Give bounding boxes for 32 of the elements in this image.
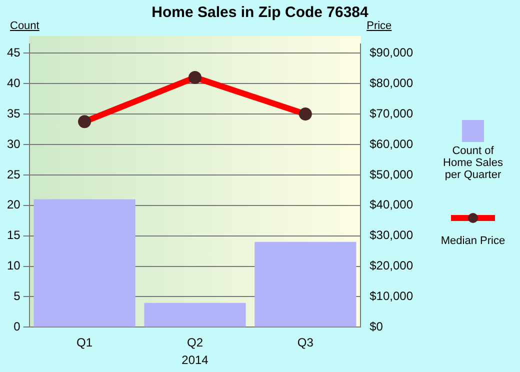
y2-tick-label: $50,000 xyxy=(370,167,414,182)
y2-tick-label: $20,000 xyxy=(370,258,414,273)
x-tick-label: Q2 xyxy=(186,336,204,350)
legend-label: Count of Home Sales per Quarter xyxy=(442,145,504,181)
chart-title: Home Sales in Zip Code 76384 xyxy=(150,4,370,21)
y2-tick-label: $70,000 xyxy=(370,106,414,120)
y-tick-label: 30 xyxy=(6,136,21,151)
y-tick-label: 0 xyxy=(14,320,21,334)
y2-tick-label: $30,000 xyxy=(370,228,414,242)
x-tick-label: Q1 xyxy=(76,336,93,350)
x-axis-title: 2014 xyxy=(182,353,209,368)
y2-tick-label: $40,000 xyxy=(370,198,414,212)
y-tick-label: 5 xyxy=(14,289,21,304)
y-tick-label: 20 xyxy=(6,198,21,212)
y2-tick-label: $0 xyxy=(370,320,384,334)
y-tick-label: 35 xyxy=(6,106,21,120)
y-tick-label: 15 xyxy=(6,228,21,242)
y2-tick-label: $80,000 xyxy=(370,76,414,90)
y-tick-label: 25 xyxy=(6,167,21,182)
y-tick-label: 40 xyxy=(6,76,21,90)
y-tick-label: 45 xyxy=(6,45,21,60)
bar xyxy=(144,302,246,327)
y2-axis-title: Price xyxy=(366,20,392,32)
y2-tick-label: $10,000 xyxy=(370,289,414,304)
y2-tick-label: $90,000 xyxy=(370,45,414,60)
x-tick-label: Q3 xyxy=(297,336,314,350)
legend-label: Median Price xyxy=(440,235,506,247)
bar xyxy=(34,199,136,327)
y-axis-title: Count xyxy=(10,20,40,32)
bar xyxy=(254,242,356,327)
y2-tick-label: $60,000 xyxy=(370,136,414,151)
y-tick-label: 10 xyxy=(6,258,21,273)
